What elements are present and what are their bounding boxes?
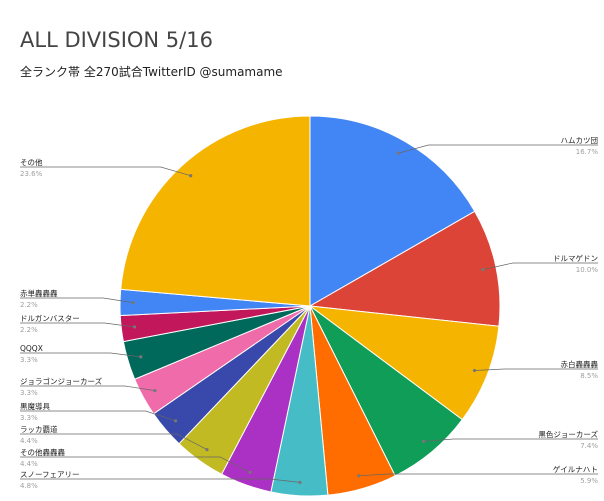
slice-label: その他轟轟轟 xyxy=(20,447,65,457)
label-leader-line xyxy=(20,322,135,328)
slice-percent-label: 2.2% xyxy=(20,301,38,309)
slice-label: 黒魔導具 xyxy=(20,401,50,411)
chart-title: ALL DIVISION 5/16 xyxy=(20,28,213,52)
slice-label: ハムカツ団 xyxy=(561,136,599,145)
label-leader-line xyxy=(20,352,141,358)
slice-percent-label: 4.8% xyxy=(20,482,38,490)
label-anchor-dot xyxy=(174,419,178,423)
slice-percent-label: 3.3% xyxy=(20,356,38,364)
slice-label: その他 xyxy=(20,157,43,167)
label-anchor-dot xyxy=(153,389,157,393)
slice-percent-label: 16.7% xyxy=(576,148,599,156)
label-leader-line xyxy=(20,456,251,473)
label-leader-line xyxy=(20,297,134,304)
label-anchor-dot xyxy=(205,448,209,452)
label-anchor-dot xyxy=(133,325,137,329)
slice-percent-label: 5.9% xyxy=(580,477,598,485)
label-leader-line xyxy=(20,478,301,483)
slice-percent-label: 3.3% xyxy=(20,414,38,422)
slice-label: スノーフェアリー xyxy=(20,470,80,479)
slice-label: ドルマゲドン xyxy=(553,254,598,263)
pie-slice xyxy=(309,115,476,307)
label-leader-line xyxy=(423,438,598,442)
slice-label: ラッカ覇道 xyxy=(20,424,58,434)
slice-percent-label: 3.3% xyxy=(20,389,38,397)
label-anchor-dot xyxy=(357,474,361,478)
label-anchor-dot xyxy=(248,470,252,474)
slice-percent-label: 8.5% xyxy=(580,372,598,380)
pie-slice xyxy=(120,115,311,307)
slice-label: 赤単轟轟轟 xyxy=(20,288,58,298)
label-anchor-dot xyxy=(396,151,401,155)
slice-percent-label: 4.4% xyxy=(20,460,38,468)
label-leader-line xyxy=(358,473,598,477)
slice-percent-label: 10.0% xyxy=(576,266,599,274)
chart-subtitle: 全ランク帯 全270試合TwitterID @sumamame xyxy=(20,64,283,79)
slice-percent-label: 23.6% xyxy=(20,170,43,178)
slice-percent-label: 7.4% xyxy=(580,442,598,450)
label-leader-line xyxy=(20,385,155,391)
pie-slices xyxy=(119,115,501,497)
label-anchor-dot xyxy=(139,355,143,359)
slice-label: 黒色ジョーカーズ xyxy=(538,429,598,439)
label-anchor-dot xyxy=(189,174,193,178)
label-anchor-dot xyxy=(298,480,302,484)
slice-percent-label: 2.2% xyxy=(20,326,38,334)
slice-percent-label: 4.4% xyxy=(20,437,38,445)
label-anchor-dot xyxy=(131,301,135,305)
label-leader-line xyxy=(20,433,208,450)
label-anchor-dot xyxy=(421,439,426,443)
label-leader-line xyxy=(20,166,191,177)
slice-label: 赤白轟轟轟 xyxy=(561,359,599,369)
label-leader-line xyxy=(482,262,598,270)
label-leader-line xyxy=(398,144,598,154)
label-leader-line xyxy=(20,410,176,422)
label-anchor-dot xyxy=(481,268,485,272)
slice-labels: ハムカツ団 16.7% ドルマゲドン 10.0% 赤白轟轟轟 8.5% 黒色ジョーカーズ 7.… xyxy=(20,136,598,490)
label-anchor-dot xyxy=(472,368,477,373)
slice-label: QQQX xyxy=(20,344,43,353)
pie-slice xyxy=(308,305,500,421)
slice-label: ドルガンバスター xyxy=(20,313,80,323)
slice-label: ゲイルナハト xyxy=(553,465,598,474)
label-leader-line xyxy=(474,368,598,371)
slice-label: ジョラゴンジョーカーズ xyxy=(20,376,103,386)
